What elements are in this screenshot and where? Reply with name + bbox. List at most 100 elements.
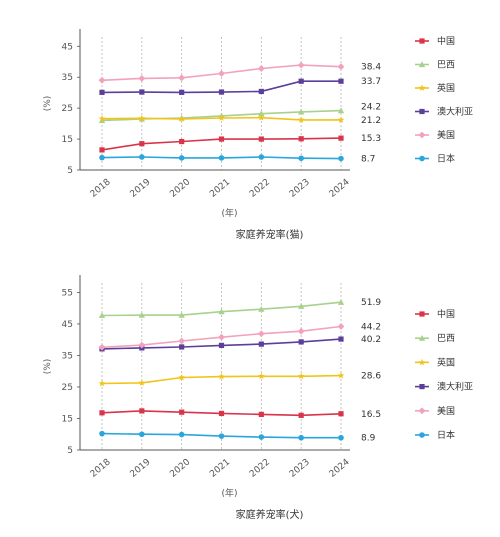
data-point bbox=[337, 116, 345, 123]
legend-marker bbox=[418, 61, 426, 68]
data-point bbox=[99, 89, 105, 95]
legend-marker bbox=[418, 131, 426, 139]
data-point bbox=[338, 434, 344, 441]
data-point bbox=[218, 70, 225, 77]
data-point bbox=[257, 65, 265, 72]
data-point bbox=[98, 343, 106, 351]
data-point bbox=[258, 136, 264, 142]
data-point bbox=[179, 409, 185, 415]
data-point bbox=[179, 89, 185, 95]
data-point bbox=[338, 155, 344, 162]
legend-label: 英国 bbox=[437, 356, 455, 368]
y-tick-label: 35 bbox=[62, 351, 73, 361]
data-point bbox=[338, 411, 344, 417]
data-point bbox=[178, 74, 186, 82]
data-label: 51.9 bbox=[361, 298, 381, 308]
x-tick-label: 2024 bbox=[328, 177, 352, 200]
data-point bbox=[139, 431, 145, 438]
legend-label: 中国 bbox=[437, 35, 455, 47]
legend-label: 美国 bbox=[437, 129, 455, 141]
data-point bbox=[258, 154, 265, 160]
data-point bbox=[99, 430, 105, 437]
data-point bbox=[297, 327, 305, 335]
data-point bbox=[218, 342, 225, 348]
data-point bbox=[298, 155, 304, 162]
legend-label: 英国 bbox=[437, 82, 455, 94]
data-label: 40.2 bbox=[361, 335, 381, 345]
data-point bbox=[99, 410, 105, 416]
legend-label: 巴西 bbox=[437, 333, 455, 344]
data-point bbox=[139, 408, 145, 414]
data-point bbox=[218, 333, 225, 341]
data-point bbox=[338, 78, 344, 84]
y-tick-label: 25 bbox=[62, 104, 73, 114]
data-point bbox=[297, 303, 305, 309]
data-point bbox=[298, 136, 304, 142]
series-0 bbox=[99, 408, 344, 418]
y-tick-label: 5 bbox=[67, 166, 73, 176]
data-point bbox=[218, 114, 225, 121]
data-point bbox=[138, 379, 146, 386]
series-1 bbox=[98, 299, 345, 319]
legend-marker bbox=[418, 407, 426, 415]
data-point bbox=[218, 89, 225, 95]
data-point bbox=[178, 311, 185, 318]
y-tick-label: 45 bbox=[62, 320, 73, 330]
legend-label: 日本 bbox=[437, 429, 455, 441]
legend-marker bbox=[419, 155, 425, 162]
data-point bbox=[178, 337, 186, 345]
series-2 bbox=[98, 114, 345, 123]
data-point bbox=[98, 76, 106, 84]
data-point bbox=[258, 110, 265, 117]
data-point bbox=[337, 372, 345, 379]
x-tick-label: 2020 bbox=[168, 457, 192, 480]
legend-marker bbox=[418, 335, 426, 341]
data-point bbox=[139, 141, 145, 147]
chart-dog: 5 15 25 35 45 55 (%) 2018 2019 2020 2021 2022 2023 20… bbox=[43, 275, 473, 521]
data-point bbox=[257, 372, 265, 380]
data-label: 8.9 bbox=[361, 434, 376, 444]
y-tick-label: 45 bbox=[62, 42, 73, 52]
data-point bbox=[337, 63, 345, 71]
data-label: 8.7 bbox=[361, 155, 375, 165]
x-tick-label: 2019 bbox=[129, 177, 153, 200]
data-point bbox=[218, 136, 225, 142]
data-point bbox=[298, 78, 304, 84]
data-point bbox=[138, 311, 146, 318]
data-point bbox=[178, 115, 186, 122]
legend-label: 澳大利亚 bbox=[437, 381, 473, 393]
data-point bbox=[297, 372, 305, 380]
data-point bbox=[218, 410, 225, 417]
data-point bbox=[138, 75, 146, 82]
y-axis-label: (%) bbox=[43, 359, 53, 375]
data-label: 44.2 bbox=[361, 322, 381, 332]
x-tick-label: 2018 bbox=[89, 457, 113, 480]
y-tick-label: 15 bbox=[62, 135, 73, 145]
legend-label: 日本 bbox=[437, 153, 455, 165]
data-label: 15.3 bbox=[361, 134, 381, 144]
data-point bbox=[178, 155, 185, 161]
data-point bbox=[98, 115, 106, 122]
data-point bbox=[98, 312, 106, 319]
series-0 bbox=[99, 135, 344, 153]
data-point bbox=[178, 373, 186, 381]
data-point bbox=[297, 116, 305, 123]
data-point bbox=[298, 434, 304, 441]
data-point bbox=[257, 330, 265, 338]
data-label: 28.6 bbox=[361, 372, 381, 382]
legend-marker bbox=[418, 358, 426, 366]
data-point bbox=[298, 412, 304, 418]
x-tick-label: 2023 bbox=[288, 177, 312, 199]
legend-marker bbox=[419, 38, 425, 44]
legend-marker bbox=[418, 84, 426, 91]
legend-marker bbox=[419, 108, 425, 115]
series-5 bbox=[99, 154, 344, 162]
data-point bbox=[338, 135, 344, 141]
data-point bbox=[258, 88, 264, 95]
data-label: 21.2 bbox=[361, 116, 381, 126]
series-5 bbox=[99, 430, 344, 441]
data-point bbox=[337, 323, 345, 330]
y-tick-label: 55 bbox=[62, 288, 73, 298]
data-point bbox=[179, 344, 185, 350]
